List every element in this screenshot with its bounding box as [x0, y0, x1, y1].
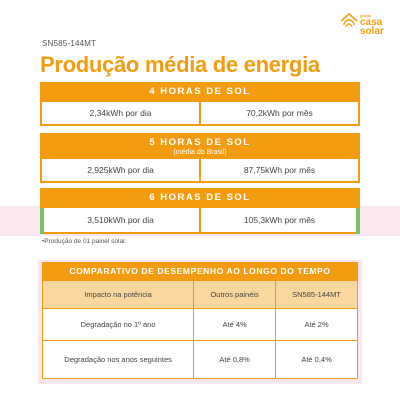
sun-house-icon: [340, 12, 358, 28]
green-side-mark-left: [40, 208, 44, 234]
logo-small-text: grupo: [360, 13, 372, 18]
column-header-impact: Impacto na potência: [41, 280, 195, 309]
block-row: 2,925kWh por dia 87,75kWh por mês: [40, 159, 360, 183]
logo-line-2: solar: [360, 26, 384, 37]
block-subheader: (média do Brasil): [173, 149, 227, 156]
comparison-grid: Impacto na potência Outros painéis SN585…: [41, 280, 358, 379]
green-side-mark-right: [356, 208, 360, 234]
block-header: 6 HORAS DE SOL: [40, 188, 360, 208]
column-header-others: Outros painéis: [193, 280, 277, 309]
monthly-production: 70,2kWh por mês: [199, 102, 358, 124]
others-value: Até 4%: [193, 308, 277, 341]
model-value: Até 2%: [275, 308, 358, 341]
comparison-table: COMPARATIVO DE DESEMPENHO AO LONGO DO TE…: [41, 262, 358, 379]
block-header-wrap: 5 HORAS DE SOL (média do Brasil): [40, 133, 360, 159]
table-row: Degradação nos anos seguintes Até 0,8% A…: [41, 340, 358, 379]
daily-production: 3,510kWh por dia: [42, 208, 199, 232]
table-row: Degradação no 1º ano Até 4% Até 2%: [41, 308, 358, 341]
logo-text: casa solar: [360, 17, 384, 37]
daily-production: 2,34kWh por dia: [42, 102, 199, 124]
footnote: •Produção de 01 painel solar.: [42, 238, 127, 245]
model-value: Até 0,4%: [275, 340, 358, 379]
block-header: 5 HORAS DE SOL: [149, 137, 251, 148]
monthly-production: 105,3kWh por mês: [199, 208, 358, 232]
row-label: Degradação nos anos seguintes: [41, 340, 195, 379]
sun-hours-block-6: 6 HORAS DE SOL 3,510kWh por dia 105,3kWh…: [40, 188, 360, 234]
table-header-row: Impacto na potência Outros painéis SN585…: [41, 280, 358, 309]
row-label: Degradação no 1º ano: [41, 308, 195, 341]
comparison-header: COMPARATIVO DE DESEMPENHO AO LONGO DO TE…: [42, 262, 358, 280]
brand-logo: grupo casa solar: [340, 10, 390, 40]
block-row: 3,510kWh por dia 105,3kWh por mês: [40, 208, 360, 234]
monthly-production: 87,75kWh por mês: [199, 159, 358, 181]
column-header-model: SN585-144MT: [275, 280, 358, 309]
others-value: Até 0,8%: [193, 340, 277, 379]
sun-hours-block-4: 4 HORAS DE SOL 2,34kWh por dia 70,2kWh p…: [40, 82, 360, 126]
model-code: SN585-144MT: [42, 39, 97, 48]
daily-production: 2,925kWh por dia: [42, 159, 199, 181]
logo-line-1: casa: [360, 17, 383, 28]
page-title: Produção média de energia: [40, 52, 320, 77]
block-header: 4 HORAS DE SOL: [40, 82, 360, 102]
block-row: 2,34kWh por dia 70,2kWh por mês: [40, 102, 360, 126]
sun-hours-block-5: 5 HORAS DE SOL (média do Brasil) 2,925kW…: [40, 133, 360, 183]
